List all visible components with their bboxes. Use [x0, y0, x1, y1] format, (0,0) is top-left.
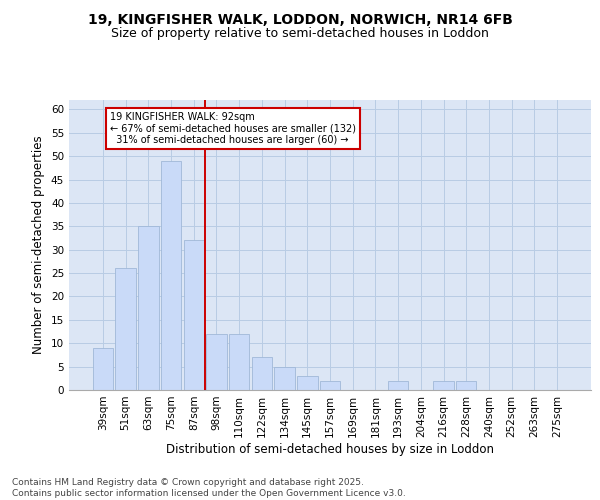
Bar: [274, 366, 295, 390]
Bar: [320, 380, 340, 390]
Text: Size of property relative to semi-detached houses in Loddon: Size of property relative to semi-detach…: [111, 28, 489, 40]
Bar: [138, 226, 158, 390]
Text: Contains HM Land Registry data © Crown copyright and database right 2025.
Contai: Contains HM Land Registry data © Crown c…: [12, 478, 406, 498]
Bar: [206, 334, 227, 390]
Bar: [229, 334, 250, 390]
Bar: [184, 240, 204, 390]
Bar: [161, 161, 181, 390]
Bar: [297, 376, 317, 390]
X-axis label: Distribution of semi-detached houses by size in Loddon: Distribution of semi-detached houses by …: [166, 442, 494, 456]
Bar: [93, 348, 113, 390]
Bar: [388, 380, 409, 390]
Bar: [456, 380, 476, 390]
Text: 19, KINGFISHER WALK, LODDON, NORWICH, NR14 6FB: 19, KINGFISHER WALK, LODDON, NORWICH, NR…: [88, 12, 512, 26]
Bar: [433, 380, 454, 390]
Bar: [115, 268, 136, 390]
Bar: [251, 358, 272, 390]
Y-axis label: Number of semi-detached properties: Number of semi-detached properties: [32, 136, 46, 354]
Text: 19 KINGFISHER WALK: 92sqm
← 67% of semi-detached houses are smaller (132)
  31% : 19 KINGFISHER WALK: 92sqm ← 67% of semi-…: [110, 112, 356, 145]
